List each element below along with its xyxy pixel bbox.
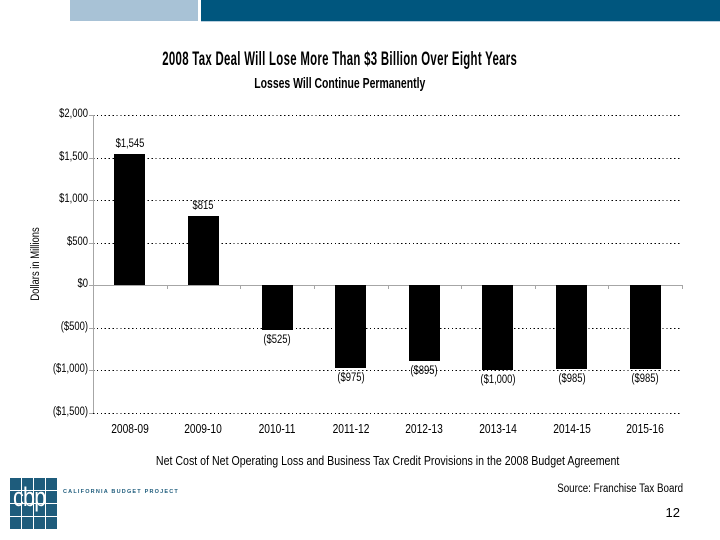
chart-caption-text: Net Cost of Net Operating Loss and Busin… (155, 454, 620, 468)
x-tick-label: 2013-14 (479, 422, 517, 436)
gridline (93, 370, 682, 372)
bar-2009-10 (187, 215, 219, 286)
logo-grid-cell (34, 517, 45, 529)
logo-grid-cell (34, 478, 45, 490)
y-tick-label: $0 (77, 278, 88, 291)
cbp-logo: cbp CALIFORNIA BUDGET PROJECT (10, 478, 210, 532)
gridline (93, 413, 682, 414)
bar-value-label: ($975) (337, 372, 365, 385)
bar-value-label: ($525) (263, 333, 291, 346)
y-tick-label: $1,000 (59, 193, 88, 206)
y-tick (89, 242, 93, 244)
x-tick (240, 285, 242, 290)
page-title-text: 2008 Tax Deal Will Lose More Than $3 Bil… (162, 49, 518, 70)
logo-grid-cell (34, 504, 45, 516)
x-tick-label: 2015-16 (626, 422, 664, 436)
logo-grid-cell (46, 517, 57, 529)
logo-grid-cell (46, 491, 57, 503)
y-tick-label: ($1,000) (52, 363, 88, 376)
bar-value-label: ($985) (557, 373, 586, 386)
x-tick-label: 2011-12 (332, 422, 370, 436)
y-tick (89, 200, 93, 202)
bar-value-label: $1,545 (115, 137, 145, 150)
bar-2012-13 (408, 285, 440, 362)
page-number: 12 (665, 505, 680, 520)
banner-dark-block (201, 0, 720, 22)
logo-grid-cell (46, 504, 57, 516)
bar-2008-09 (114, 153, 146, 286)
y-tick-label: $1,500 (59, 150, 88, 163)
y-tick (89, 285, 93, 287)
gridline (93, 242, 682, 244)
bar-value-label: ($1,000) (480, 374, 516, 387)
y-tick (89, 157, 93, 159)
logo-grid-cell (10, 491, 21, 503)
y-tick (89, 115, 93, 116)
logo-grid-cell (22, 517, 33, 529)
page-subtitle-text: Losses Will Continue Permanently (254, 76, 426, 92)
gridline (93, 157, 682, 159)
bar-2014-15 (556, 285, 588, 370)
x-tick-label: 2010-11 (258, 422, 296, 436)
y-axis-line (93, 115, 94, 413)
y-tick-label: $500 (67, 235, 88, 248)
logo-grid-cell (10, 504, 21, 516)
logo-wordmark: CALIFORNIA BUDGET PROJECT (63, 489, 179, 495)
logo-grid-cell (10, 517, 21, 529)
logo-grid-icon (10, 478, 57, 529)
logo-grid-cell (34, 491, 45, 503)
logo-grid-cell (10, 478, 21, 490)
page-subtitle: Losses Will Continue Permanently (0, 75, 680, 93)
x-tick (166, 285, 168, 290)
y-tick-label: ($1,500) (52, 406, 88, 418)
logo-grid-cell (22, 491, 33, 503)
x-tick (387, 285, 389, 290)
bar-2011-12 (335, 285, 367, 369)
y-tick-label: $2,000 (59, 108, 88, 120)
x-tick (93, 285, 94, 290)
chart-caption: Net Cost of Net Operating Loss and Busin… (93, 452, 682, 470)
y-tick (89, 413, 93, 414)
x-tick (313, 285, 315, 290)
bar-2015-16 (629, 285, 661, 370)
bar-2010-11 (261, 285, 293, 330)
logo-text: cbp (13, 482, 46, 512)
gridline (93, 327, 682, 329)
y-tick-label: ($500) (60, 320, 88, 333)
x-tick (682, 285, 683, 290)
y-tick (89, 327, 93, 329)
logo-grid-cell (46, 478, 57, 490)
logo-grid-cell (22, 478, 33, 490)
bar-value-label: $815 (192, 199, 214, 212)
x-tick (534, 285, 536, 290)
y-tick (89, 370, 93, 372)
x-tick (608, 285, 610, 290)
x-tick-label: 2014-15 (552, 422, 591, 436)
x-tick-label: 2008-09 (111, 422, 149, 436)
x-tick-label: 2012-13 (405, 422, 444, 436)
banner-light-block (70, 0, 198, 21)
gridline (93, 200, 682, 202)
page-title: 2008 Tax Deal Will Lose More Than $3 Bil… (0, 49, 680, 71)
gridline (93, 115, 682, 116)
x-tick (461, 285, 463, 290)
bar-value-label: ($895) (410, 365, 438, 378)
bar-value-label: ($985) (631, 373, 659, 386)
y-axis-title: Dollars in Millions (30, 227, 42, 301)
source-note: Source: Franchise Tax Board (557, 483, 683, 495)
bar-2013-14 (482, 285, 514, 371)
logo-grid-cell (22, 504, 33, 516)
x-tick-label: 2009-10 (184, 422, 223, 436)
